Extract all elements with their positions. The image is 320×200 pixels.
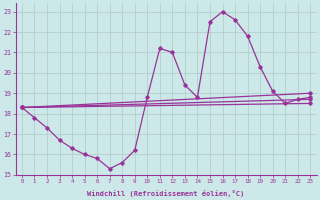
X-axis label: Windchill (Refroidissement éolien,°C): Windchill (Refroidissement éolien,°C) — [87, 190, 245, 197]
